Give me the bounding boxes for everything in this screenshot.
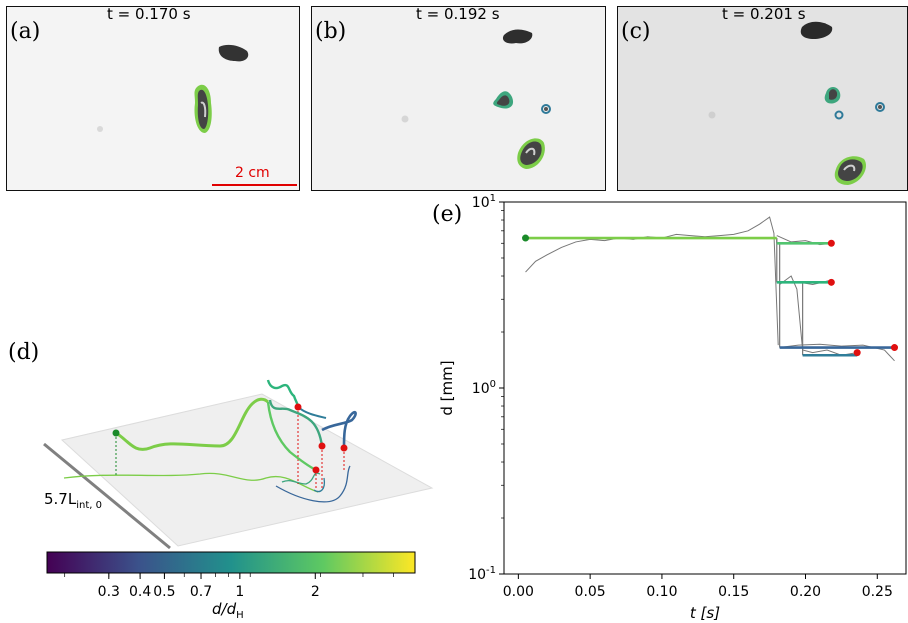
- panel-e-label: (e): [432, 202, 463, 227]
- scale-bar-label: 2 cm: [235, 165, 270, 181]
- panel-c: (c) t = 0.201 s: [617, 6, 908, 191]
- end-marker: [891, 344, 899, 352]
- panel-b-time: t = 0.192 s: [416, 6, 500, 23]
- length-scale-label: 5.7Lint, 0: [44, 490, 102, 511]
- colorbar-tick-label: 0.4: [129, 584, 151, 600]
- panel-b: (b) t = 0.192 s: [311, 6, 606, 191]
- x-tick-label: 0.00: [503, 584, 534, 600]
- colorbar-tick-label: 0.5: [153, 584, 175, 600]
- x-tick-label: 0.10: [646, 584, 677, 600]
- colorbar: 0.3 0.4 0.5 0.7 1 2: [46, 551, 416, 600]
- colorbar-tick-label: 2: [311, 584, 320, 600]
- panel-a-label: (a): [10, 19, 41, 44]
- chart-e: 0.00 0.05 0.10 0.15 0.20 0.25 10-1 100 101 t [s] d…: [438, 193, 907, 620]
- colorbar-tick-label: 1: [235, 584, 244, 600]
- panel-d-trajectories: [43, 379, 434, 550]
- length-scale-sub: int, 0: [76, 500, 102, 511]
- x-tick-label: 0.25: [862, 584, 893, 600]
- colorbar-label: d/dH: [212, 600, 244, 621]
- start-marker: [522, 234, 530, 242]
- panel-c-time: t = 0.201 s: [722, 6, 806, 23]
- panel-a: (a) t = 0.170 s 2 cm: [6, 6, 300, 191]
- end-marker: [827, 239, 835, 247]
- colorbar-tick-label: 0.7: [190, 584, 212, 600]
- y-axis-label: d [mm]: [438, 360, 456, 415]
- panel-b-label: (b): [315, 19, 347, 44]
- panel-a-image: [97, 44, 297, 186]
- end-marker: [827, 278, 835, 286]
- colorbar-label-main: d/d: [212, 600, 237, 618]
- axes-frame: [503, 201, 907, 575]
- colorbar-label-sub: H: [236, 610, 244, 621]
- end-marker: [853, 349, 861, 357]
- raw-trace: [525, 216, 779, 346]
- raw-trace: [779, 275, 858, 356]
- x-axis-label: t [s]: [690, 604, 720, 620]
- raw-trace: [779, 343, 895, 362]
- panel-a-time: t = 0.170 s: [107, 6, 191, 23]
- colorbar-tick-label: 0.3: [98, 584, 120, 600]
- panel-d-label: (d): [8, 340, 40, 365]
- y-tick-label: 100: [472, 379, 496, 397]
- x-tick-label: 0.20: [790, 584, 821, 600]
- x-tick-label: 0.05: [575, 584, 606, 600]
- colorbar-ticks: 0.3 0.4 0.5 0.7 1 2: [64, 573, 394, 600]
- panel-b-image: [401, 29, 551, 169]
- y-tick-label: 101: [472, 193, 496, 211]
- x-tick-label: 0.15: [718, 584, 749, 600]
- y-tick-label: 10-1: [468, 565, 496, 583]
- panel-c-label: (c): [621, 19, 651, 44]
- panel-c-image: [708, 21, 885, 185]
- length-scale-main: 5.7L: [44, 490, 77, 508]
